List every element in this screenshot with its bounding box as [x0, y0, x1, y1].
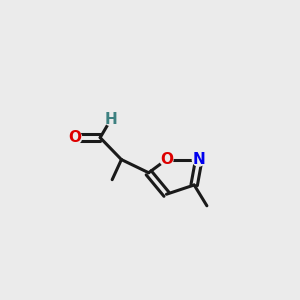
Text: O: O: [69, 130, 82, 145]
Text: O: O: [160, 152, 173, 167]
Circle shape: [69, 131, 82, 144]
Circle shape: [192, 153, 205, 166]
Circle shape: [160, 153, 173, 166]
Text: N: N: [192, 152, 205, 167]
Circle shape: [104, 113, 118, 126]
Text: H: H: [105, 112, 117, 127]
